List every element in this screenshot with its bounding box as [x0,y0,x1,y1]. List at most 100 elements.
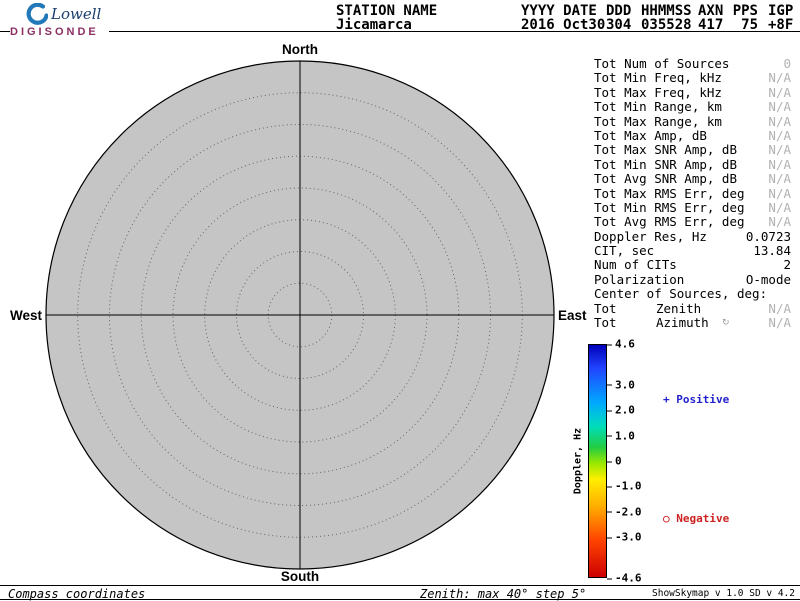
header-field-value: 2016 Oct30 [521,16,606,33]
param-row: Num of CITs 2 [594,257,791,273]
coordinates-mode-label: Compass coordinates [8,587,146,601]
param-label: Tot Min Range, km [594,99,722,115]
param-sublabel: Azimuth [656,315,709,331]
param-label: Tot Min RMS Err, deg [594,199,745,215]
param-value: 0.0723 [745,228,791,244]
param-label: CIT, sec [594,243,655,259]
param-row: Tot Num of Sources 0 [594,56,791,71]
station-header: STATION NAME Jicamarca YYYY DATE 2016 Oct30… [336,3,796,33]
param-value: N/A [768,70,791,86]
header-field-value: 304 [606,16,632,33]
header-field-ddd: DDD 304 [606,3,632,33]
param-value: 2 [783,257,791,273]
param-row: Center of Sources, deg: [594,286,791,302]
header-field-station-name: STATION NAME Jicamarca [336,4,437,33]
colorbar-tick-label: 3.0 [607,378,635,392]
colorbar-tick-label: 4.6 [607,337,635,351]
header-field-hhmmss: HHMMSS 035528 [641,3,692,33]
header-field-yyyy-date: YYYY DATE 2016 Oct30 [521,3,606,33]
param-value: N/A [768,199,791,215]
parameters-table: Tot Num of Sources 0 Tot Min Freq, kHz N/A T… [594,56,791,331]
param-sublabel: Zenith [656,300,702,316]
param-row: Tot Min RMS Err, deg N/A [594,199,791,215]
param-label: Tot Max RMS Err, deg [594,185,745,201]
param-row: Tot Avg RMS Err, deg N/A [594,214,791,230]
header-field-axn: AXN 417 [698,3,724,33]
param-label: Tot Max Range, km [594,113,722,129]
param-value: N/A [768,142,791,158]
header-field-value: Jicamarca [336,16,412,33]
param-label: Tot Max Amp, dB [594,127,707,143]
header-field-label: AXN [698,3,724,19]
param-row: Tot Min SNR Amp, dB N/A [594,156,791,172]
logo-swoosh-icon [26,3,48,25]
colorbar-tick-label: -1.0 [607,479,642,493]
param-label: Center of Sources, deg: [594,286,768,302]
legend-positive: + Positive [663,393,729,406]
colorbar-tick-label: -4.6 [607,571,642,585]
legend-negative: ○ Negative [663,512,729,525]
header-field-value: +8F [768,16,794,33]
version-label: ShowSkymap v 1.0 SD v 4.2 [652,588,795,599]
colorbar-title: Doppler, Hz [572,427,584,495]
header-field-label: HHMMSS [641,3,692,19]
header-field-label: IGP [768,3,794,19]
colorbar-tick-label: -2.0 [607,505,642,519]
param-row: Tot Max SNR Amp, dB N/A [594,142,791,158]
param-label: Tot Min SNR Amp, dB [594,156,737,172]
logo-product-text: DIGISONDE [10,26,99,38]
param-label: Tot Num of Sources [594,56,730,71]
positive-doppler-label: Positive [676,393,730,406]
header-field-label: DDD [606,3,632,19]
param-label: Doppler Res, Hz [594,228,707,244]
colorbar-tick-label: 1.0 [607,429,635,443]
param-row: Tot Max Freq, kHz N/A [594,84,791,100]
param-value: N/A [768,84,791,100]
azimuth-rotation-icon: ↻ [722,318,730,329]
compass-label-north: North [282,42,318,57]
param-value: O-mode [745,271,791,287]
param-row: Tot Max Amp, dB N/A [594,127,791,143]
param-row: Tot Min Freq, kHz N/A [594,70,791,86]
param-row: CIT, sec 13.84 [594,243,791,259]
param-value: N/A [768,127,791,143]
colorbar-gradient [588,344,607,578]
param-value: N/A [768,99,791,115]
compass-label-east: East [558,308,587,323]
param-row: Tot Zenith N/A [594,300,791,316]
header-divider [0,31,800,32]
header-field-value: 417 [698,16,724,33]
param-label: Tot Max SNR Amp, dB [594,142,737,158]
colorbar-tick-label: 0 [607,454,622,468]
footer-divider [0,585,800,586]
param-label: Tot [594,315,617,331]
param-row: Polarization O-mode [594,271,791,287]
param-row: Tot Max Range, km N/A [594,113,791,129]
param-value: N/A [768,214,791,230]
param-label: Polarization [594,271,685,287]
param-value: N/A [768,113,791,129]
param-value: 13.84 [753,243,791,259]
param-value: N/A [768,156,791,172]
param-label: Tot Avg RMS Err, deg [594,214,745,230]
param-label: Tot Max Freq, kHz [594,84,722,100]
param-row: Tot Avg SNR Amp, dB N/A [594,171,791,187]
param-value: N/A [768,315,791,331]
param-value: N/A [768,300,791,316]
zenith-range-label: Zenith: max 40° step 5° [420,587,587,601]
header-field-igp: IGP +8F [768,3,794,33]
param-label: Tot Min Freq, kHz [594,70,722,86]
param-value: 0 [783,56,791,71]
logo-brand-row: Lowell [24,3,101,25]
negative-doppler-symbol: ○ [663,512,670,525]
header-field-pps: PPS 75 [732,4,758,32]
skymap-svg: North South West East [10,42,587,584]
header-field-label: YYYY DATE [521,3,597,19]
digisonde-logo: Lowell DIGISONDE [10,3,110,40]
param-value: N/A [768,171,791,187]
header-field-value: 035528 [641,16,692,33]
param-value: N/A [768,185,791,201]
param-row: Tot Max RMS Err, deg N/A [594,185,791,201]
compass-label-south: South [281,569,319,584]
